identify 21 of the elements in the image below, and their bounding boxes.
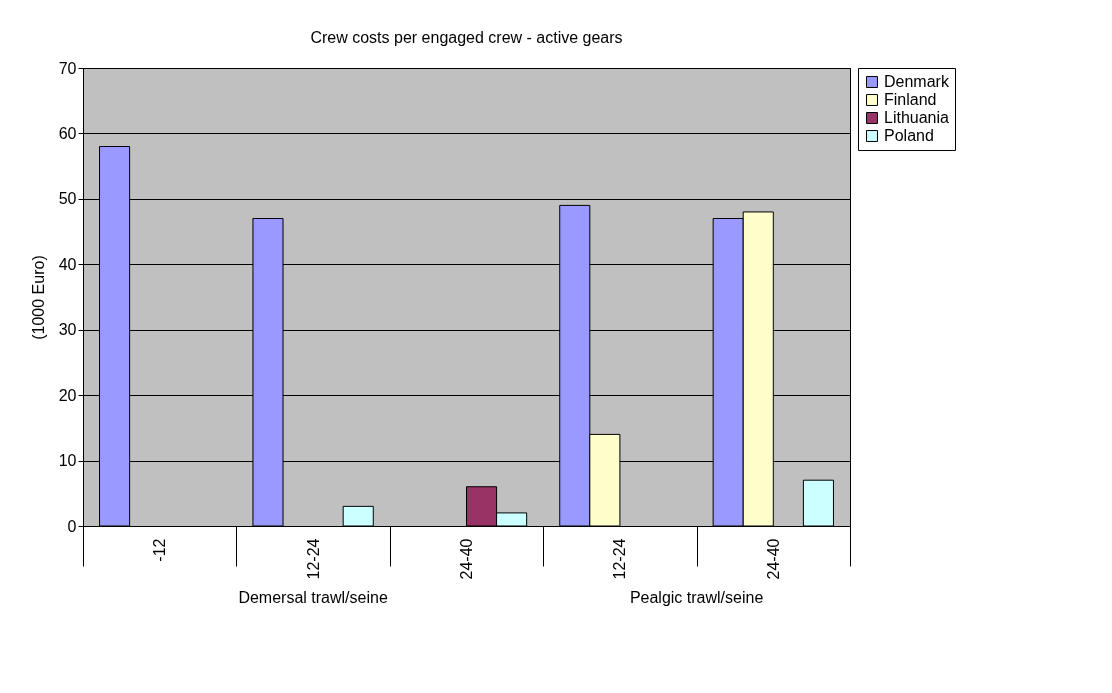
y-tick-label: 30 xyxy=(58,321,77,339)
x-tick-label: 12-24 xyxy=(304,538,322,580)
y-axis-title: (1000 Euro) xyxy=(29,255,47,340)
legend-label: Poland xyxy=(884,127,934,144)
x-tick-label: 24-40 xyxy=(458,538,475,580)
y-tick-label: 60 xyxy=(58,124,77,142)
y-tick-label: 40 xyxy=(58,255,77,273)
text: Demersal trawl/seine xyxy=(238,589,388,606)
y-tick-label: 70 xyxy=(58,59,77,77)
legend-label: Denmark xyxy=(884,73,950,90)
y-tick-label: 0 xyxy=(67,517,77,535)
legend-label: Finland xyxy=(884,91,937,108)
y-tick-label: 20 xyxy=(58,386,77,404)
y-tick-label: 10 xyxy=(58,452,77,470)
chart-title: Crew costs per engaged crew - active gears xyxy=(310,29,623,46)
text: Pealgic trawl/seine xyxy=(629,589,764,606)
y-tick-label: 50 xyxy=(58,190,77,208)
x-tick-label: 24-40 xyxy=(764,538,782,580)
x-tick-label: 12-24 xyxy=(611,538,629,580)
x-tick-label: -12 xyxy=(151,538,169,562)
legend-label: Lithuania xyxy=(884,109,950,126)
